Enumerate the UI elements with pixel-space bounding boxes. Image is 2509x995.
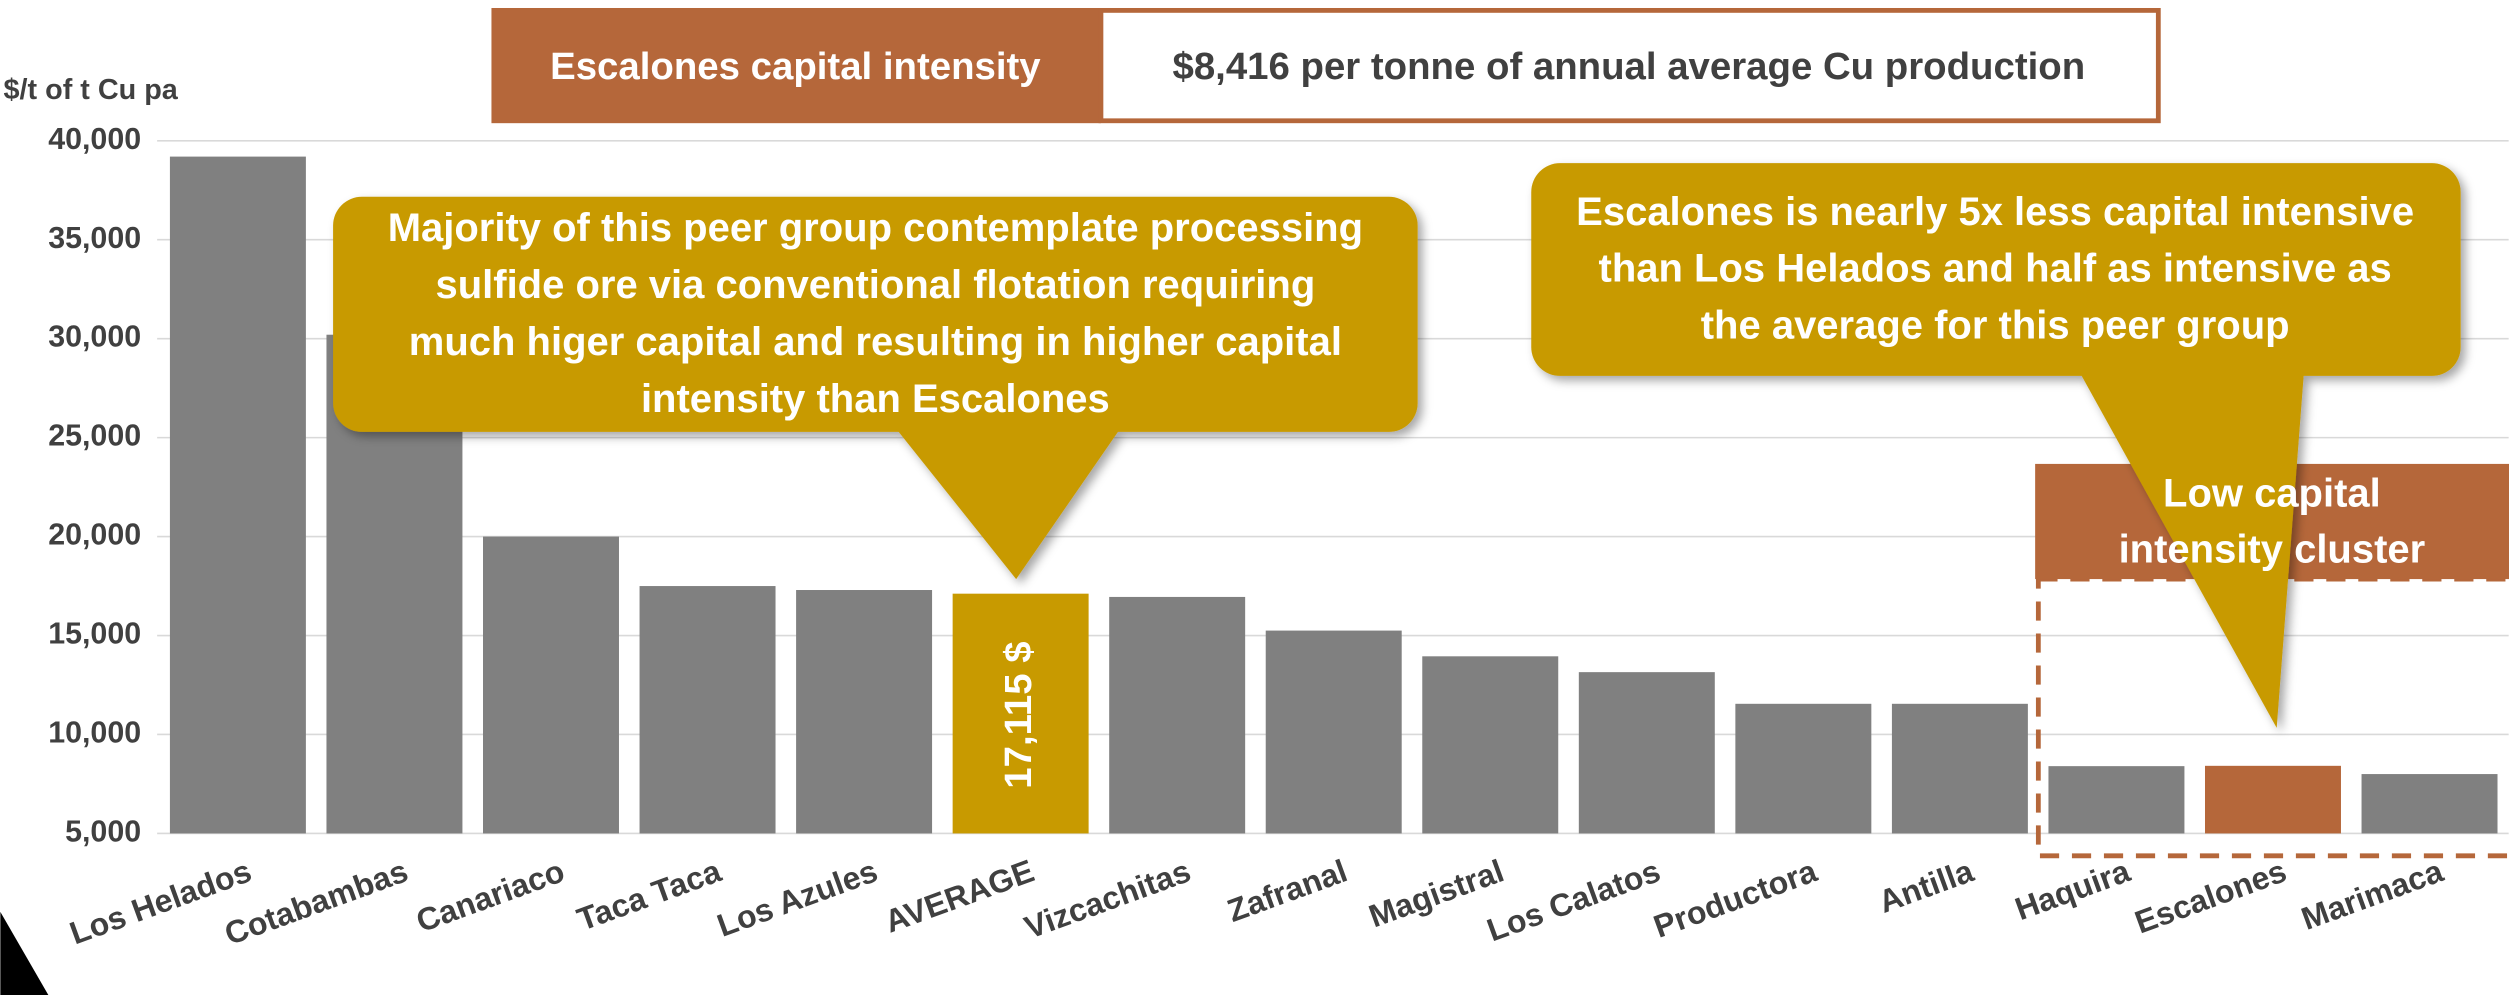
annotation-line: sulfide ore via conventional flotation r… (435, 263, 1315, 307)
bar (1735, 703, 1872, 834)
value-label: 17,115 $ (997, 641, 1040, 788)
annotation-line: intensity than Escalones (641, 377, 1110, 421)
x-tick-label: Taca Taca (572, 852, 725, 937)
y-tick-label: 5,000 (65, 814, 141, 848)
y-tick-label: 15,000 (48, 617, 141, 651)
bar (2361, 774, 2498, 834)
bar (1891, 703, 2028, 834)
corner-decoration (0, 911, 49, 995)
bar (169, 156, 306, 834)
x-tick-label: Marimaca (2297, 852, 2448, 936)
y-tick-label: 35,000 (48, 221, 141, 255)
y-tick-label: 10,000 (48, 716, 141, 750)
callout-2 (1531, 163, 2461, 728)
bar (1265, 630, 1402, 834)
annotation-line: Low capital (2163, 471, 2381, 515)
x-tick-label: Los Calatos (1482, 853, 1665, 949)
bar (2048, 766, 2185, 834)
x-tick-label: Antilla (1874, 852, 1978, 919)
header-value: $8,416 per tonne of annual average Cu pr… (1172, 45, 2085, 88)
callout-1 (333, 196, 1418, 580)
callout-pointer (2079, 372, 2304, 728)
x-tick-label: Haquira (2010, 852, 2134, 927)
bar (639, 586, 776, 834)
callout-box (1531, 163, 2461, 376)
header-label: Escalones capital intensity (550, 45, 1041, 88)
annotation-line: than Los Helados and half as intensive a… (1599, 247, 2392, 291)
y-tick-label: 20,000 (48, 518, 141, 552)
x-tick-label: AVERAGE (880, 853, 1039, 940)
annotation-line: the average for this peer group (1701, 303, 2290, 347)
y-tick-label: 40,000 (48, 122, 141, 156)
bar (2204, 765, 2341, 834)
bar (796, 590, 933, 834)
x-tick-label: Los Azules (712, 853, 882, 944)
header-value-box (1098, 7, 2161, 124)
annotation-line: much higer capital and resulting in high… (409, 320, 1342, 364)
y-axis-label: $/t of t Cu pa (4, 74, 179, 106)
x-tick-label: Productora (1649, 852, 1822, 944)
x-tick-label: Escalones (2130, 853, 2291, 941)
bar (1422, 656, 1559, 834)
y-tick-label: 25,000 (48, 419, 141, 453)
annotation-line: Escalones is nearly 5x less capital inte… (1576, 190, 2414, 234)
callout-pointer (896, 428, 1121, 580)
x-tick-label: Zafranal (1223, 853, 1352, 929)
bar (952, 593, 1089, 834)
x-tick-label: Canariaco (411, 853, 569, 940)
bar (1578, 672, 1715, 834)
callout-box (333, 196, 1418, 432)
annotation-line: Majority of this peer group contemplate … (388, 206, 1363, 250)
bar (1109, 596, 1246, 834)
y-tick-label: 30,000 (48, 320, 141, 354)
annotation-line: intensity cluster (2119, 527, 2426, 571)
bar (483, 536, 619, 834)
x-tick-label: Vizcachitas (1020, 853, 1195, 946)
header-label-box (491, 7, 1101, 124)
